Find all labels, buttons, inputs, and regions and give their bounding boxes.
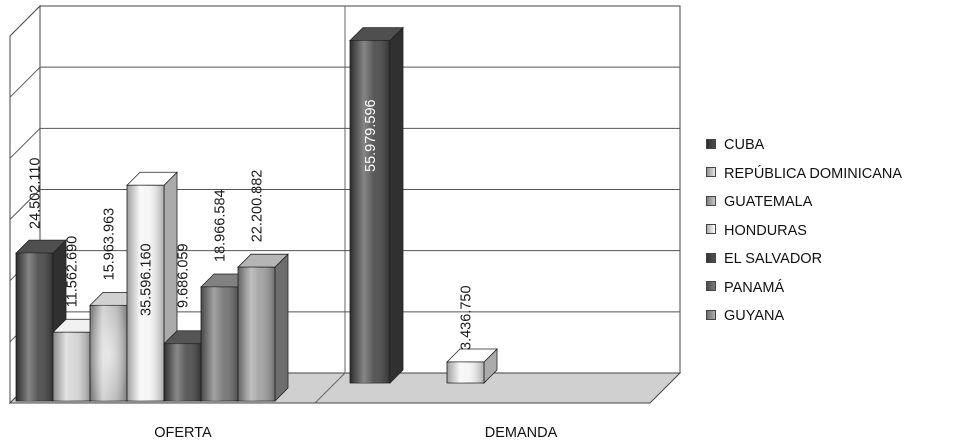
bar-cuba-demanda <box>349 26 404 384</box>
gridline-side <box>9 127 41 159</box>
legend-label: HONDURAS <box>724 222 807 239</box>
legend-swatch <box>706 167 716 178</box>
legend-label: GUYANA <box>724 308 785 324</box>
legend-label: REPÚBLICA DOMINICANA <box>724 165 903 182</box>
legend-label: GUATEMALA <box>724 194 813 210</box>
legend-item: GUATEMALA <box>706 188 902 217</box>
gridline-side <box>9 189 41 220</box>
legend-swatch <box>706 224 716 235</box>
data-label: 3.436.750 <box>459 285 475 350</box>
legend-label: CUBA <box>724 137 765 153</box>
data-label: 18.966.584 <box>213 189 229 262</box>
legend-item: REPÚBLICA DOMINICANA <box>706 160 902 189</box>
data-label: 22.200.882 <box>250 170 266 243</box>
gridline-side <box>9 66 41 98</box>
legend-item: EL SALVADOR <box>706 245 902 274</box>
legend-swatch <box>706 138 716 149</box>
data-label: 9.686.059 <box>176 243 192 308</box>
legend-item: CUBA <box>706 131 902 160</box>
bar-guyana-oferta <box>237 253 289 402</box>
data-label: 15.963.963 <box>102 208 118 281</box>
legend-item: GUYANA <box>706 302 902 331</box>
legend-swatch <box>706 309 716 320</box>
x-axis-ticks: OFERTA DEMANDA <box>154 425 557 441</box>
legend: CUBA REPÚBLICA DOMINICANA GUATEMALA HONDURA… <box>706 131 902 331</box>
bar-honduras-demanda <box>446 348 498 384</box>
legend-item: HONDURAS <box>706 217 902 246</box>
data-label: 24.502.110 <box>28 158 44 230</box>
floor-divider <box>314 372 346 404</box>
bars <box>15 26 498 402</box>
data-label: 11.562.690 <box>65 236 81 308</box>
legend-item: PANAMÁ <box>706 274 902 303</box>
legend-swatch <box>706 252 716 263</box>
legend-swatch <box>706 195 716 206</box>
data-label: 55.979.596 <box>363 99 379 172</box>
x-tick-label-demanda: DEMANDA <box>485 425 558 441</box>
x-tick-label-oferta: OFERTA <box>154 425 212 441</box>
data-label: 35.596.160 <box>139 243 155 316</box>
legend-label: PANAMÁ <box>724 279 785 296</box>
legend-swatch <box>706 281 716 292</box>
data-labels: 24.502.110 11.562.690 15.963.963 35.596.160… <box>28 99 475 350</box>
legend-label: EL SALVADOR <box>724 251 823 267</box>
